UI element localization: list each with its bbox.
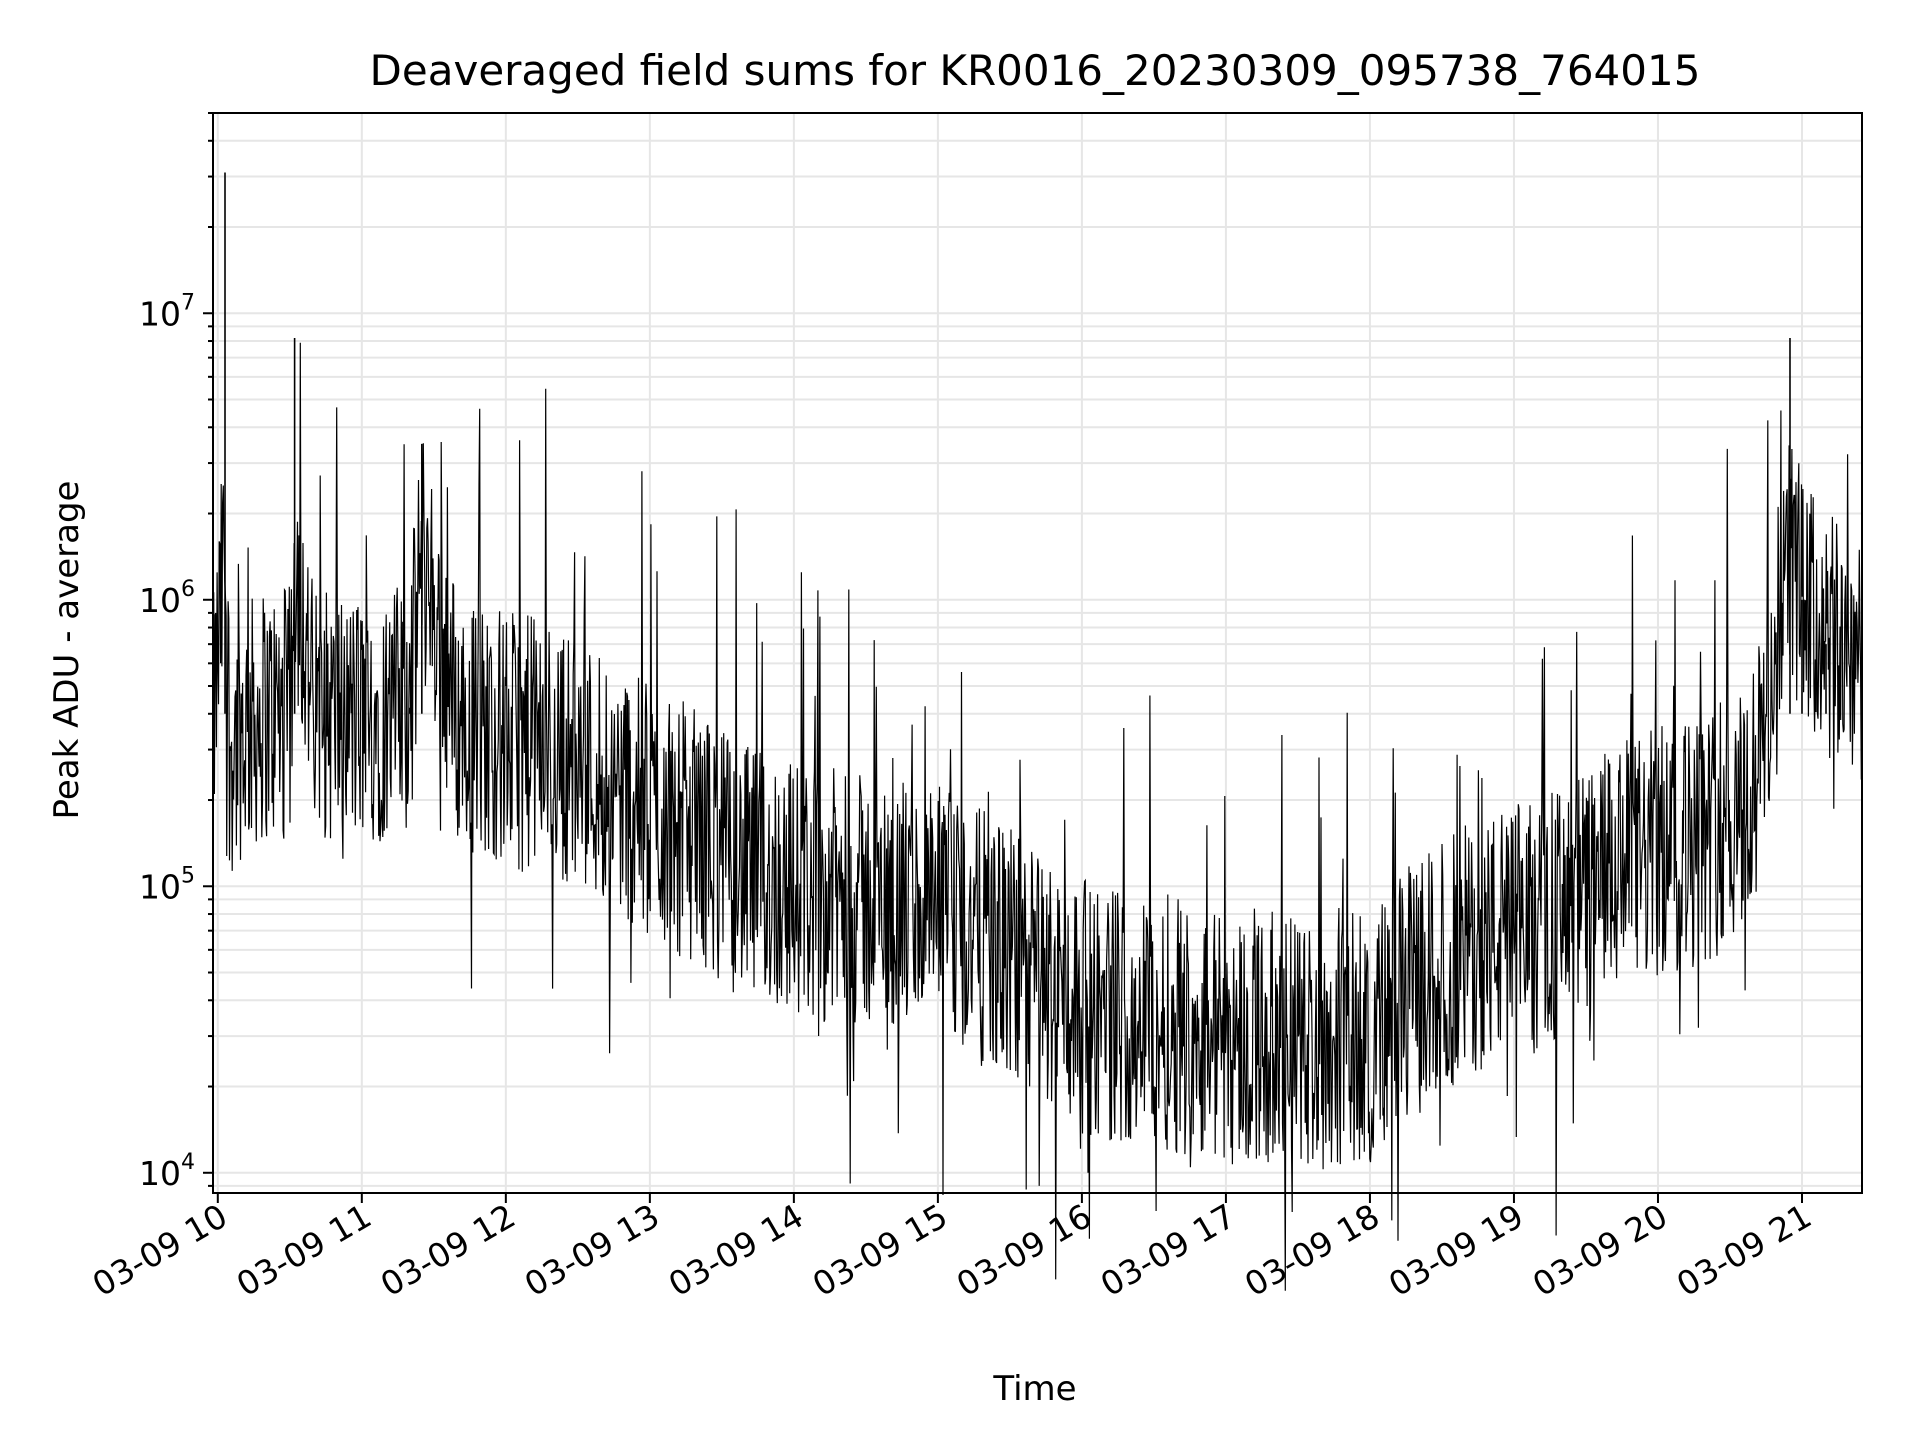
series-noise-line: [212, 342, 1863, 1291]
y-tick-label-base: 10: [139, 867, 181, 906]
y-tick-label: 107: [139, 290, 195, 333]
y-axis-label: Peak ADU - average: [47, 481, 87, 820]
series-line: [212, 172, 1863, 1291]
y-tick-label-exponent: 4: [181, 1150, 195, 1175]
y-tick-label-base: 10: [139, 581, 181, 620]
y-tick-label: 106: [139, 577, 195, 620]
y-tick-label-base: 10: [139, 1154, 181, 1193]
y-tick-label: 104: [139, 1150, 195, 1193]
plot-frame: [212, 112, 1863, 1194]
y-tick-label-base: 10: [139, 294, 181, 333]
chart-title: Deaveraged field sums for KR0016_2023030…: [370, 46, 1701, 95]
y-tick-label-exponent: 7: [181, 290, 195, 315]
x-axis-label: Time: [992, 1369, 1076, 1409]
y-tick-label-exponent: 5: [181, 863, 195, 888]
y-tick-label: 105: [139, 863, 195, 906]
y-tick-label-exponent: 6: [181, 577, 195, 602]
